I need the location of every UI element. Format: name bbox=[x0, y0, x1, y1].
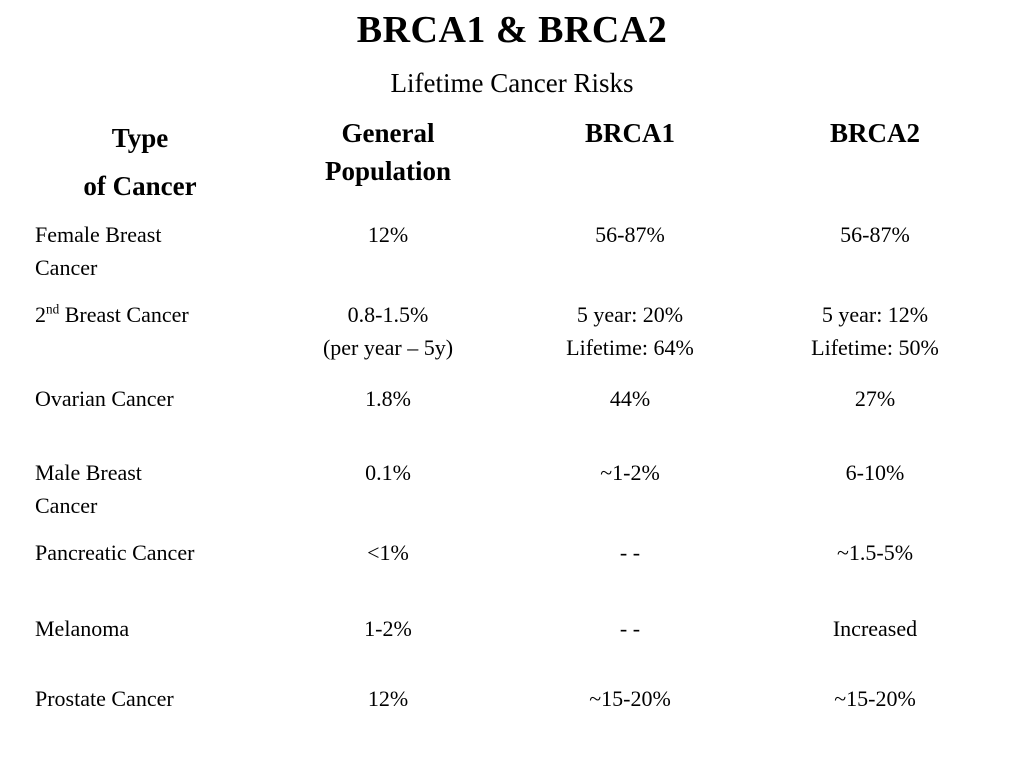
text-part: 2 bbox=[35, 302, 46, 327]
cell-line: Cancer bbox=[35, 493, 98, 518]
header-line: Population bbox=[324, 156, 452, 186]
cell-line: 1.8% bbox=[365, 386, 411, 411]
table-row-pancreatic-cancer: Pancreatic Cancer <1% - - ~1.5-5% bbox=[0, 536, 1024, 612]
cell-line: Pancreatic Cancer bbox=[35, 540, 195, 565]
second-breast-cancer-value-2: 5 year: 20% Lifetime: 64% bbox=[496, 298, 764, 382]
cell-line: - - bbox=[619, 616, 641, 641]
cell-line: - - bbox=[619, 540, 641, 565]
cell-line: <1% bbox=[367, 540, 409, 565]
header-line: General bbox=[341, 118, 435, 148]
pancreatic-cancer-value-1: <1% bbox=[280, 536, 496, 612]
cell-line: Increased bbox=[832, 616, 918, 641]
header-line: of Cancer bbox=[83, 171, 197, 201]
text-part: Breast Cancer bbox=[59, 302, 189, 327]
prostate-cancer-value-1: 12% bbox=[280, 682, 496, 768]
header-line: BRCA1 bbox=[584, 118, 675, 148]
ovarian-cancer-value-2: 44% bbox=[496, 382, 764, 456]
slide-title: BRCA1 & BRCA2 bbox=[356, 9, 668, 51]
cell-line: 27% bbox=[854, 386, 896, 411]
cell-line: 0.8-1.5% bbox=[347, 302, 429, 327]
cell-line: ~15-20% bbox=[834, 686, 916, 711]
male-breast-cancer-label: Male Breast Cancer bbox=[0, 456, 280, 536]
column-header-type-of-cancer: Type of Cancer bbox=[0, 112, 280, 218]
cell-line: Melanoma bbox=[35, 616, 130, 641]
second-breast-cancer-label: 2nd Breast Cancer bbox=[0, 298, 280, 382]
cell-line: Lifetime: 64% bbox=[566, 335, 694, 360]
cell-line: Lifetime: 50% bbox=[811, 335, 939, 360]
female-breast-cancer-value-2: 56-87% bbox=[496, 218, 764, 298]
female-breast-cancer-label: Female Breast Cancer bbox=[0, 218, 280, 298]
pancreatic-cancer-value-2: - - bbox=[496, 536, 764, 612]
cell-line: 5 year: 20% bbox=[576, 302, 684, 327]
cell-line: 56-87% bbox=[840, 222, 910, 247]
second-breast-cancer-value-3: 5 year: 12% Lifetime: 50% bbox=[764, 298, 986, 382]
pancreatic-cancer-label: Pancreatic Cancer bbox=[0, 536, 280, 612]
ovarian-cancer-label: Ovarian Cancer bbox=[0, 382, 280, 456]
cell-line: ~15-20% bbox=[589, 686, 671, 711]
cell-line: 5 year: 12% bbox=[821, 302, 929, 327]
table-row-second-breast-cancer: 2nd Breast Cancer 0.8-1.5% (per year – 5y)… bbox=[0, 298, 1024, 382]
cell-line: 1-2% bbox=[364, 616, 412, 641]
cell-line: ~1-2% bbox=[600, 460, 660, 485]
cell-line: Cancer bbox=[35, 255, 98, 280]
cell-line: 0.1% bbox=[365, 460, 411, 485]
male-breast-cancer-value-2: ~1-2% bbox=[496, 456, 764, 536]
cell-line: Prostate Cancer bbox=[35, 686, 174, 711]
melanoma-value-3: Increased bbox=[764, 612, 986, 682]
slide-subtitle: Lifetime Cancer Risks bbox=[390, 68, 634, 98]
table-row-ovarian-cancer: Ovarian Cancer 1.8% 44% 27% bbox=[0, 382, 1024, 456]
second-breast-cancer-value-1: 0.8-1.5% (per year – 5y) bbox=[280, 298, 496, 382]
cell-line: Female Breast bbox=[35, 222, 162, 247]
superscript-text: nd bbox=[46, 301, 60, 317]
table-row-female-breast-cancer: Female Breast Cancer 12% 56-87% 56-87% bbox=[0, 218, 1024, 298]
cell-line: Ovarian Cancer bbox=[35, 386, 174, 411]
table-header-row: Type of Cancer General Population BRCA1 … bbox=[0, 112, 1024, 218]
prostate-cancer-value-3: ~15-20% bbox=[764, 682, 986, 768]
table-row-melanoma: Melanoma 1-2% - - Increased bbox=[0, 612, 1024, 682]
ovarian-cancer-value-3: 27% bbox=[764, 382, 986, 456]
female-breast-cancer-value-1: 12% bbox=[280, 218, 496, 298]
female-breast-cancer-value-3: 56-87% bbox=[764, 218, 986, 298]
melanoma-value-2: - - bbox=[496, 612, 764, 682]
cell-line: 56-87% bbox=[595, 222, 665, 247]
cell-line: 12% bbox=[367, 686, 409, 711]
column-header-brca2: BRCA2 bbox=[764, 112, 986, 218]
column-header-brca1: BRCA1 bbox=[496, 112, 764, 218]
prostate-cancer-label: Prostate Cancer bbox=[0, 682, 280, 768]
ovarian-cancer-value-1: 1.8% bbox=[280, 382, 496, 456]
cell-line: (per year – 5y) bbox=[322, 335, 454, 360]
table-body: Female Breast Cancer 12% 56-87% 56-87% 2nd Br… bbox=[0, 218, 1024, 768]
header-line: BRCA2 bbox=[829, 118, 920, 148]
table-row-male-breast-cancer: Male Breast Cancer 0.1% ~1-2% 6-10% bbox=[0, 456, 1024, 536]
male-breast-cancer-value-3: 6-10% bbox=[764, 456, 986, 536]
cell-line: 6-10% bbox=[845, 460, 905, 485]
pancreatic-cancer-value-3: ~1.5-5% bbox=[764, 536, 986, 612]
male-breast-cancer-value-1: 0.1% bbox=[280, 456, 496, 536]
cancer-risk-table: Type of Cancer General Population BRCA1 … bbox=[0, 112, 1024, 768]
melanoma-value-1: 1-2% bbox=[280, 612, 496, 682]
prostate-cancer-value-2: ~15-20% bbox=[496, 682, 764, 768]
cell-line: 2nd Breast Cancer bbox=[35, 298, 280, 331]
cell-line: 12% bbox=[367, 222, 409, 247]
cell-line: 44% bbox=[609, 386, 651, 411]
cell-line: ~1.5-5% bbox=[836, 540, 914, 565]
column-header-general-population: General Population bbox=[280, 112, 496, 218]
cell-line: Male Breast bbox=[35, 460, 142, 485]
header-line: Type bbox=[111, 123, 169, 153]
melanoma-label: Melanoma bbox=[0, 612, 280, 682]
table-row-prostate-cancer: Prostate Cancer 12% ~15-20% ~15-20% bbox=[0, 682, 1024, 768]
